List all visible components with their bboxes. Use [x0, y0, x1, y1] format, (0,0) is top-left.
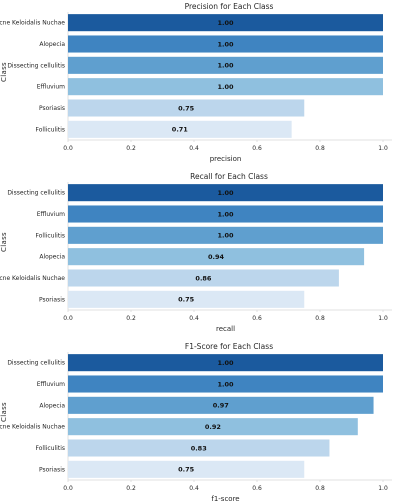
x-tick-label: 0.4 [189, 485, 199, 492]
bar-5 [68, 269, 339, 287]
y-axis-label: Class [0, 232, 8, 252]
x-tick-label: 0.2 [126, 145, 136, 152]
data-label: 1.00 [217, 19, 234, 27]
bar-1 [68, 14, 383, 32]
bar-5 [68, 439, 330, 457]
chart-title: Recall for Each Class [190, 172, 268, 181]
x-tick-label: 0.6 [252, 485, 262, 492]
bar-3 [68, 226, 383, 244]
x-tick-label: 0.0 [63, 485, 73, 492]
chart-panel-2: Recall for Each Class Dissecting cellulit… [0, 172, 392, 333]
bar-2 [68, 375, 383, 393]
category-label: Psoriasis [39, 466, 65, 473]
x-tick-label: 0.4 [189, 145, 199, 152]
x-tick-label: 0.8 [315, 145, 325, 152]
data-label: 0.94 [208, 253, 225, 261]
bar-2 [68, 35, 383, 53]
chart-title: F1-Score for Each Class [185, 342, 273, 351]
category-label: Dissecting cellulitis [7, 190, 65, 197]
x-tick-label: 0.4 [189, 315, 199, 322]
category-label: Psoriasis [39, 296, 65, 303]
chart-panel-3: F1-Score for Each Class Dissecting cellul… [0, 342, 392, 502]
x-tick-label: 0.0 [63, 145, 73, 152]
chart-title: Precision for Each Class [185, 2, 274, 11]
bar-6 [68, 460, 305, 478]
data-label: 1.00 [217, 232, 234, 240]
x-axis-label: recall [216, 325, 235, 333]
x-tick-label: 1.0 [378, 145, 388, 152]
category-label: Psoriasis [39, 105, 65, 112]
category-label: Dissecting cellulitis [7, 360, 65, 367]
data-label: 0.75 [178, 466, 195, 474]
data-label: 1.00 [217, 210, 234, 218]
category-label: Alopecia [39, 254, 65, 261]
category-label: Effluvium [37, 84, 65, 91]
data-label: 0.75 [178, 104, 195, 112]
data-label: 0.83 [191, 444, 207, 452]
x-tick-label: 0.8 [315, 485, 325, 492]
bar-6 [68, 120, 292, 138]
category-label: Folliculitis [36, 126, 66, 133]
bar-2 [68, 205, 383, 223]
x-tick-label: 0.8 [315, 315, 325, 322]
bar-4 [68, 78, 383, 96]
x-tick-label: 1.0 [378, 485, 388, 492]
category-label: Acne Keloidalis Nuchae [0, 275, 65, 282]
data-label: 0.86 [195, 274, 212, 282]
category-label: Alopecia [39, 41, 65, 48]
category-label: Acne Keloidalis Nuchae [0, 424, 65, 431]
data-label: 1.00 [217, 359, 234, 367]
y-axis-label: Class [0, 402, 8, 422]
data-label: 0.97 [213, 402, 229, 410]
bar-3 [68, 396, 374, 414]
x-tick-label: 0.6 [252, 145, 262, 152]
bar-1 [68, 184, 383, 202]
data-label: 0.75 [178, 296, 195, 304]
category-label: Folliculitis [36, 232, 66, 239]
bar-3 [68, 56, 383, 74]
data-label: 1.00 [217, 62, 234, 70]
x-tick-label: 1.0 [378, 315, 388, 322]
x-axis-label: f1-score [211, 495, 239, 502]
bar-4 [68, 418, 358, 436]
x-axis-label: precision [210, 155, 242, 163]
bar-6 [68, 290, 305, 308]
chart-panel-1: Precision for Each Class Acne Keloidalis … [0, 2, 392, 163]
category-label: Folliculitis [36, 445, 66, 452]
data-label: 1.00 [217, 40, 234, 48]
category-label: Effluvium [37, 381, 65, 388]
category-label: Acne Keloidalis Nuchae [0, 20, 65, 27]
data-label: 0.92 [205, 423, 221, 431]
x-tick-label: 0.2 [126, 485, 136, 492]
bar-1 [68, 354, 383, 372]
category-label: Dissecting cellulitis [7, 62, 65, 69]
category-label: Alopecia [39, 402, 65, 409]
x-tick-label: 0.2 [126, 315, 136, 322]
bar-5 [68, 99, 305, 117]
data-label: 0.71 [172, 126, 189, 134]
data-label: 1.00 [217, 189, 234, 197]
x-tick-label: 0.0 [63, 315, 73, 322]
data-label: 1.00 [217, 83, 234, 91]
bar-4 [68, 248, 365, 266]
category-label: Effluvium [37, 211, 65, 218]
data-label: 1.00 [217, 380, 234, 388]
x-tick-label: 0.6 [252, 315, 262, 322]
y-axis-label: Class [0, 62, 8, 82]
